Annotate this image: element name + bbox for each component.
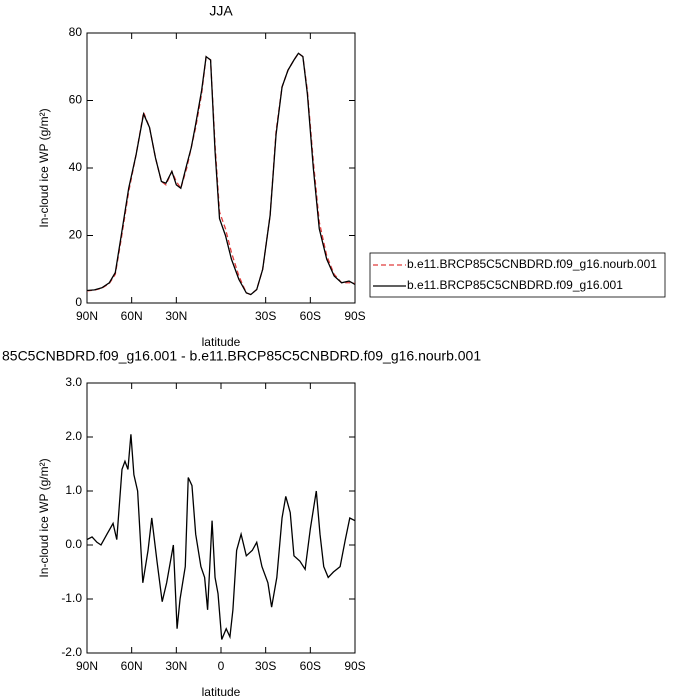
x-axis-label: latitude	[202, 685, 241, 699]
data-line	[86, 52, 356, 296]
x-tick-label: 60N	[121, 659, 143, 673]
y-tick-label: 1.0	[65, 483, 82, 497]
y-tick-label: 3.0	[65, 375, 82, 389]
chart-title: JJA	[209, 3, 233, 19]
x-tick-label: 30N	[165, 659, 187, 673]
x-tick-label: 30N	[165, 309, 187, 323]
x-tick-label: 60S	[300, 309, 321, 323]
y-axis-label: In-cloud ice WP (g/m²)	[37, 108, 51, 227]
data-line	[86, 434, 356, 640]
x-tick-label: 60N	[121, 309, 143, 323]
plot-frame	[86, 382, 356, 654]
x-tick-label: 90N	[76, 309, 98, 323]
x-tick-label: 60S	[300, 659, 321, 673]
x-tick-label: 90S	[344, 309, 365, 323]
legend-label: b.e11.BRCP85C5CNBDRD.f09_g16.nourb.001	[407, 257, 657, 271]
x-axis-label: latitude	[202, 335, 241, 349]
x-tick-label: 90S	[344, 659, 365, 673]
y-axis-label: In-cloud ice WP (g/m²)	[37, 458, 51, 577]
data-line	[86, 52, 356, 296]
x-tick-label: 30S	[255, 309, 276, 323]
chart-title: 85C5CNBDRD.f09_g16.001 - b.e11.BRCP85C5C…	[2, 348, 481, 364]
y-tick-label: 60	[69, 93, 83, 107]
y-tick-label: 2.0	[65, 429, 82, 443]
legend-label: b.e11.BRCP85C5CNBDRD.f09_g16.001	[407, 278, 623, 292]
y-tick-label: -2.0	[61, 645, 82, 659]
plot-frame	[86, 32, 356, 304]
y-tick-label: 0	[75, 295, 82, 309]
y-tick-label: 0.0	[65, 537, 82, 551]
x-tick-label: 90N	[76, 659, 98, 673]
x-tick-label: 30S	[255, 659, 276, 673]
y-tick-label: -1.0	[61, 591, 82, 605]
y-tick-label: 20	[69, 228, 83, 242]
x-tick-label: 0	[218, 659, 225, 673]
y-tick-label: 80	[69, 25, 83, 39]
legend-box	[369, 252, 666, 298]
y-tick-label: 40	[69, 160, 83, 174]
